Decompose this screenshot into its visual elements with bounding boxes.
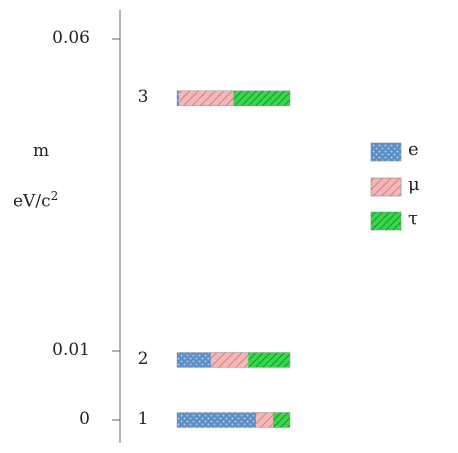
- bar-segment-state1-mu: [256, 412, 274, 428]
- legend-label: e: [408, 139, 419, 160]
- state-label: 1: [137, 409, 149, 429]
- y-tick-label: 0: [79, 409, 90, 429]
- y-tick-label: 0.06: [52, 28, 90, 48]
- bar-segment-state2-tau: [248, 352, 290, 368]
- y-axis-unit-superscript: 2: [50, 189, 59, 203]
- bar-segment-state1-tau: [273, 412, 290, 428]
- y-tick-label: 0.01: [52, 340, 90, 360]
- y-axis-label-line2: eV/c2: [13, 189, 58, 212]
- bar-segment-state1-e: [177, 412, 257, 428]
- state-label: 3: [137, 87, 149, 108]
- legend-swatch-e: [370, 142, 402, 162]
- y-axis-unit: eV/c: [13, 191, 51, 212]
- legend-label: τ: [408, 208, 418, 229]
- y-axis-label-line1: m: [33, 141, 50, 161]
- bar-segment-state2-e: [177, 352, 211, 368]
- bar-segment-state3-tau: [233, 90, 290, 106]
- bar-segment-state2-mu: [210, 352, 249, 368]
- bar-segment-state3-e: [177, 90, 180, 106]
- bar-outline: [176, 412, 291, 428]
- bars: [176, 90, 291, 428]
- legend-label: μ: [408, 174, 420, 195]
- legend-swatch-mu: [370, 177, 402, 197]
- bar-outline: [176, 352, 291, 368]
- y-ticks: [112, 38, 120, 421]
- bar-segment-state3-mu: [179, 90, 234, 106]
- legend-swatch-tau: [370, 211, 402, 231]
- legend: [370, 142, 402, 231]
- bar-outline: [176, 90, 291, 107]
- state-label: 2: [137, 348, 149, 369]
